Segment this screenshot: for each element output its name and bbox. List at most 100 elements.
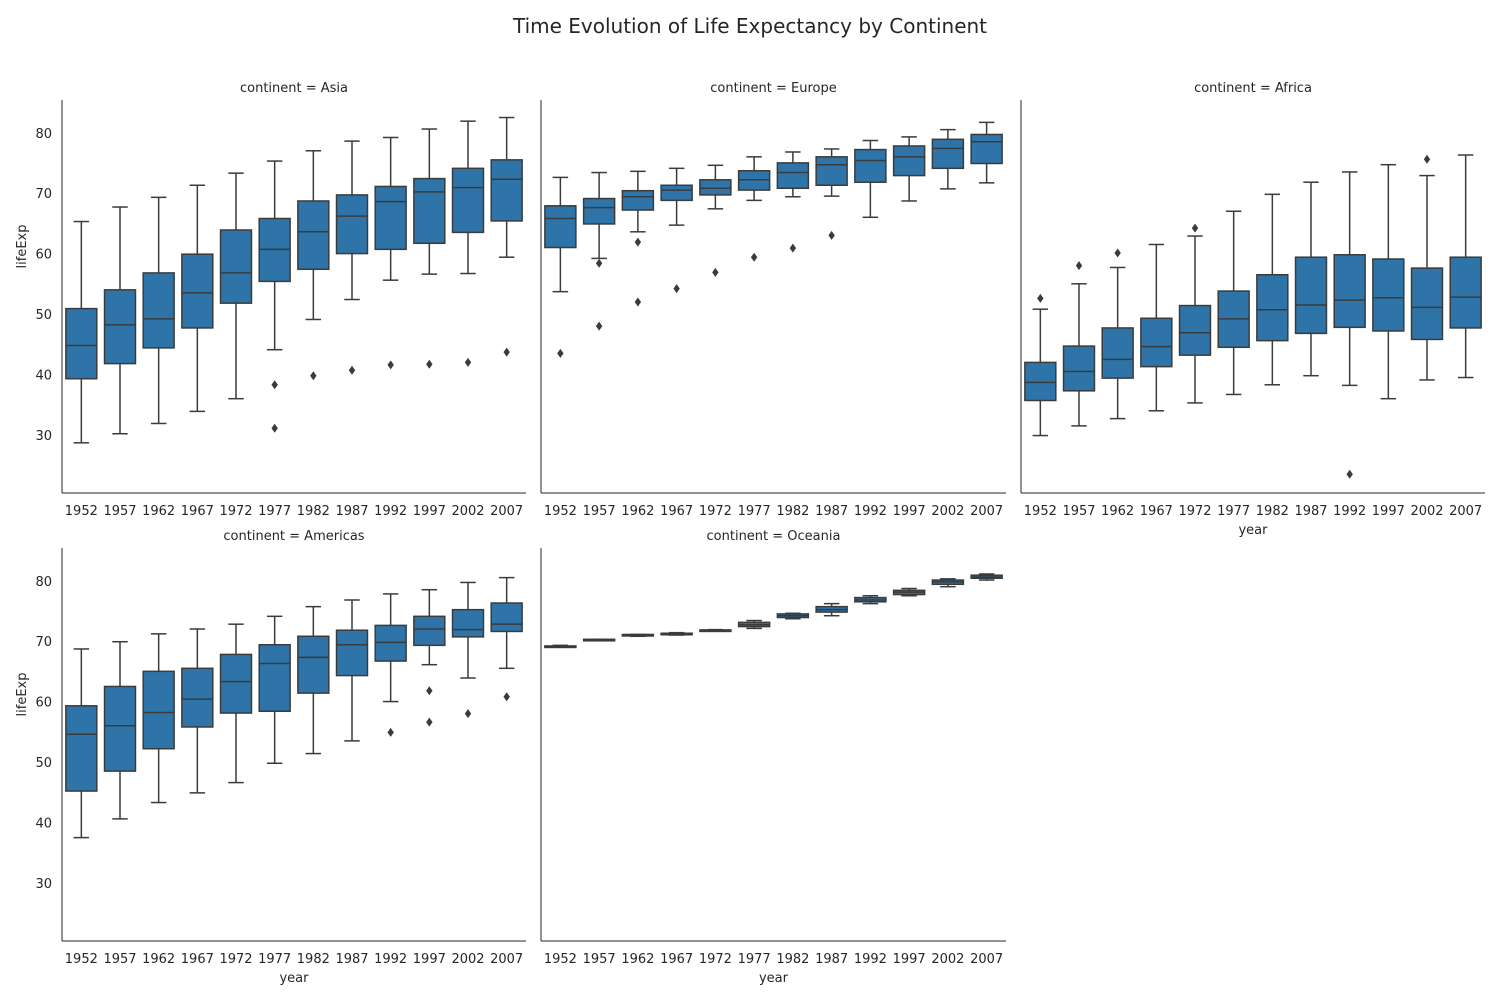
x-tick-label: 1997 (413, 504, 446, 519)
box-1992 (374, 136, 407, 370)
x-tick-label: 2002 (1410, 504, 1443, 519)
box-1982 (776, 612, 810, 620)
box-body (490, 159, 523, 222)
box-1967 (660, 167, 693, 294)
box-body (970, 133, 1003, 165)
box-1992 (854, 139, 887, 219)
x-tick-label: 1962 (142, 504, 175, 519)
outlier-marker (1075, 261, 1083, 271)
box-1952 (65, 648, 98, 839)
x-tick-label: 1977 (258, 952, 291, 967)
y-tick-label: 50 (35, 756, 52, 771)
box-1982 (1256, 193, 1289, 386)
x-tick-label: 1997 (1372, 504, 1405, 519)
outlier-marker (557, 348, 564, 358)
facet-panel: continent = Americas 30 40 50 60 70 80 lifeExp 1… (15, 529, 526, 986)
outlier-marker (595, 258, 603, 268)
outlier-marker (828, 230, 835, 240)
box-body (776, 162, 810, 190)
box-body (65, 705, 98, 792)
box-1997 (1372, 163, 1405, 400)
box-body (699, 179, 732, 196)
outlier-marker (310, 371, 317, 381)
box-body (258, 643, 291, 712)
x-tick-label: 1982 (776, 952, 809, 967)
panel-title: continent = Oceania (707, 529, 841, 544)
box-1952 (544, 644, 577, 649)
box-body (1410, 267, 1444, 341)
outlier-marker (750, 252, 758, 262)
outlier-marker (1037, 293, 1044, 303)
x-tick-label: 1962 (621, 504, 654, 519)
box-1972 (699, 628, 732, 633)
box-1962 (1101, 248, 1134, 420)
box-body (1449, 256, 1482, 329)
x-tick-label: 1957 (1062, 504, 1095, 519)
y-axis-label: lifeExp (15, 673, 30, 717)
box-1992 (1333, 171, 1366, 479)
y-tick-label: 70 (35, 187, 52, 202)
box-body (451, 608, 485, 638)
x-tick-label: 1982 (297, 952, 330, 967)
box-2007 (490, 116, 523, 357)
x-tick-label: 1977 (738, 952, 771, 967)
x-tick-label: 1982 (776, 504, 809, 519)
box-1962 (621, 170, 655, 307)
outlier-marker (464, 709, 472, 719)
x-tick-label: 2002 (931, 504, 964, 519)
x-tick-label: 1952 (65, 952, 98, 967)
box-body (1101, 327, 1134, 379)
box-1987 (335, 599, 369, 742)
box-1957 (582, 638, 616, 642)
x-tick-label: 1992 (854, 504, 887, 519)
box-body (1372, 258, 1405, 332)
facet-panel: continent = Oceania 1952 1957 1962 1967 1972 1… (540, 529, 1006, 986)
x-tick-label: 1982 (1256, 504, 1289, 519)
box-1977 (1217, 210, 1250, 396)
outlier-marker (595, 321, 603, 331)
box-1957 (1062, 261, 1096, 427)
outlier-marker (464, 357, 472, 367)
box-2002 (1410, 154, 1444, 381)
box-1987 (815, 602, 848, 617)
box-1952 (65, 220, 98, 444)
x-tick-label: 1972 (1178, 504, 1211, 519)
box-body (374, 624, 407, 662)
x-tick-label: 2002 (451, 952, 484, 967)
x-tick-label: 1997 (413, 952, 446, 967)
y-tick-label: 40 (35, 369, 52, 384)
box-body (490, 602, 523, 633)
box-2007 (1449, 154, 1482, 379)
x-tick-label: 1962 (142, 952, 175, 967)
x-tick-label: 1952 (544, 952, 577, 967)
outlier-marker (789, 243, 797, 253)
x-tick-label: 1952 (1024, 504, 1057, 519)
x-tick-label: 1997 (893, 504, 926, 519)
box-1962 (621, 633, 655, 638)
box-2007 (970, 573, 1003, 581)
y-tick-label: 50 (35, 308, 52, 323)
x-tick-label: 1972 (219, 952, 252, 967)
x-tick-label: 1982 (297, 504, 330, 519)
box-1967 (181, 628, 214, 794)
x-tick-label: 1967 (1140, 504, 1173, 519)
box-2002 (451, 120, 485, 367)
x-axis-label: year (279, 971, 309, 986)
outlier-marker (426, 717, 433, 727)
box-1997 (892, 136, 926, 202)
y-axis-label: lifeExp (15, 225, 30, 269)
panel-title: continent = Asia (240, 81, 348, 96)
x-tick-label: 2007 (970, 504, 1003, 519)
box-1977 (737, 156, 771, 262)
x-tick-label: 2007 (490, 952, 523, 967)
chart-title: Time Evolution of Life Expectancy by Con… (512, 14, 988, 38)
box-body (451, 167, 485, 234)
x-tick-label: 1977 (738, 504, 771, 519)
box-1967 (181, 184, 214, 413)
x-tick-label: 2002 (931, 952, 964, 967)
y-tick-label: 30 (35, 429, 52, 444)
box-1987 (815, 148, 848, 240)
x-tick-label: 1967 (181, 504, 214, 519)
x-tick-label: 1987 (815, 504, 848, 519)
